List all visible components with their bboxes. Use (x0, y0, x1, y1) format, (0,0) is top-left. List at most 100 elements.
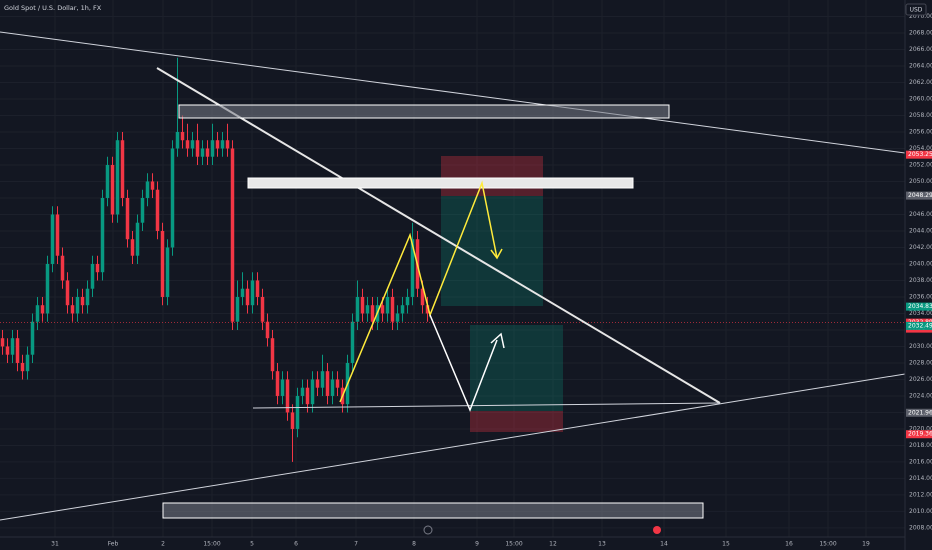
candle-body (15, 338, 20, 363)
candle-body (50, 214, 55, 264)
zone-box (247, 177, 634, 189)
candle-body (80, 296, 85, 306)
candle-body (350, 321, 355, 363)
y-tick-label: 2036.00 (909, 293, 932, 300)
candle-body (155, 189, 160, 231)
candle-body (225, 140, 230, 149)
candle-body (190, 140, 195, 149)
price-label: 2032.49 (908, 322, 932, 329)
candle-body (395, 313, 400, 322)
y-tick-label: 2024.00 (909, 392, 932, 399)
candle-body (360, 296, 365, 314)
candle-body (365, 305, 370, 314)
y-tick-label: 2062.00 (909, 79, 932, 86)
y-tick-label: 2050.00 (909, 178, 932, 185)
price-label-box (906, 408, 932, 417)
candle-body (170, 148, 175, 248)
candle-body (270, 338, 275, 372)
candle-body (65, 280, 70, 306)
x-tick-label: 15:00 (505, 541, 522, 548)
y-tick-label: 2046.00 (909, 211, 932, 218)
candle-body (275, 371, 280, 396)
x-tick-label: 12 (549, 541, 557, 548)
x-tick-label: 15:00 (819, 541, 836, 548)
y-tick-label: 2064.00 (909, 62, 932, 69)
y-tick-label: 2026.00 (909, 376, 932, 383)
x-tick-label: 19 (862, 541, 870, 548)
candle-body (195, 140, 200, 157)
candle-body (140, 197, 145, 223)
price-label-box (906, 430, 932, 439)
candle-body (305, 387, 310, 405)
candle-body (240, 288, 245, 297)
candle-body (410, 239, 415, 297)
price-label: 2034.83 (908, 303, 932, 310)
candle-body (390, 296, 395, 322)
candle-body (130, 239, 135, 256)
zone-box (178, 104, 670, 119)
candle-body (245, 288, 250, 306)
y-tick-label: 2018.00 (909, 442, 932, 449)
price-label-box (906, 302, 932, 311)
x-tick-label: Feb (108, 541, 119, 548)
candle-body (260, 296, 265, 322)
currency[interactable]: USD (910, 7, 923, 14)
trend-line (252, 402, 721, 409)
candle-body (75, 296, 80, 314)
candle-body (35, 305, 40, 322)
candle-body (250, 280, 255, 306)
y-tick-label: 2034.00 (909, 310, 932, 317)
price-label-box (906, 321, 932, 330)
candle-body (230, 148, 235, 322)
symbol-title: Gold Spot / U.S. Dollar, 1h, FX (4, 4, 102, 12)
trend-line (0, 31, 906, 154)
candle-body (185, 140, 190, 149)
x-tick-label: 2 (161, 541, 165, 548)
y-tick-label: 2028.00 (909, 359, 932, 366)
candle-body (55, 214, 60, 256)
stop-zone (441, 156, 543, 196)
x-tick-label: 15:00 (203, 541, 220, 548)
projection-path (429, 314, 498, 413)
candle-body (180, 131, 185, 141)
candle-body (20, 362, 25, 372)
candle-body (285, 379, 290, 413)
stop-zone (470, 411, 563, 432)
trend-line (0, 373, 906, 521)
price-label: 2021.96 (908, 409, 932, 416)
event-icon[interactable] (423, 525, 433, 535)
candle-body (95, 263, 100, 273)
x-tick-label: 14 (660, 541, 668, 548)
y-tick-label: 2042.00 (909, 244, 932, 251)
candle-body (300, 387, 305, 396)
candle-body (120, 140, 125, 198)
candle-body (0, 338, 5, 347)
candle-body (105, 164, 110, 198)
candle-body (10, 338, 15, 355)
candle-body (310, 379, 315, 405)
event-icon[interactable] (653, 526, 661, 534)
y-tick-label: 2010.00 (909, 508, 932, 515)
candle-body (370, 305, 375, 322)
currency-box[interactable] (905, 3, 927, 16)
y-tick-label: 2008.00 (909, 524, 932, 531)
candle-body (255, 280, 260, 297)
y-tick-label: 2058.00 (909, 112, 932, 119)
y-tick-label: 2038.00 (909, 277, 932, 284)
price-label-box (906, 191, 932, 200)
x-tick-label: 6 (294, 541, 298, 548)
candle-body (30, 321, 35, 355)
y-tick-label: 2060.00 (909, 95, 932, 102)
candle-body (70, 305, 75, 314)
candle-body (115, 140, 120, 215)
candle-body (420, 288, 425, 306)
y-tick-label: 2030.00 (909, 343, 932, 350)
candle-body (110, 164, 115, 215)
drawings (0, 31, 906, 521)
candle-body (100, 197, 105, 273)
candle-body (165, 247, 170, 297)
candle-body (335, 379, 340, 388)
x-tick-label: 13 (598, 541, 606, 548)
y-tick-label: 2044.00 (909, 227, 932, 234)
